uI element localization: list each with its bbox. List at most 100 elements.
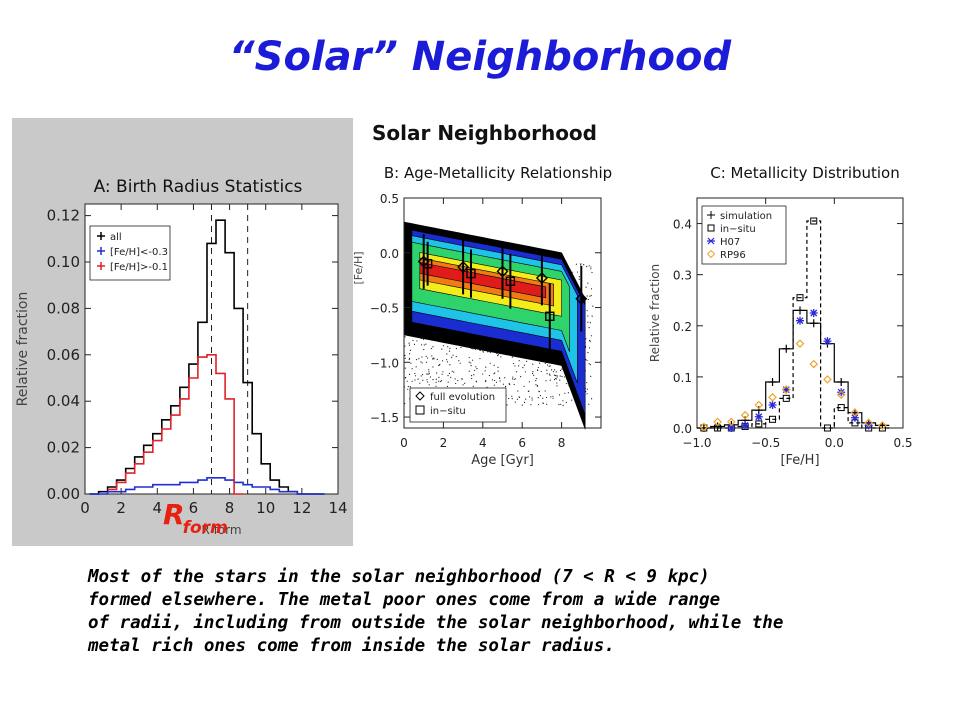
scatter-dot <box>500 356 502 358</box>
scatter-dot <box>430 347 432 350</box>
data-point-asterisk <box>850 413 859 422</box>
y-tick-label: 0.06 <box>47 346 80 364</box>
scatter-dot <box>556 374 558 377</box>
scatter-dot <box>587 321 589 323</box>
scatter-dot <box>426 379 428 381</box>
scatter-dot <box>549 374 551 376</box>
scatter-dot <box>518 396 520 398</box>
scatter-dot <box>526 360 528 362</box>
data-point-square <box>755 420 763 428</box>
scatter-dot <box>506 404 508 406</box>
data-point-square <box>422 259 433 269</box>
rform-main: R <box>163 498 185 531</box>
x-tick-label: 0 <box>80 499 90 517</box>
scatter-dot <box>535 380 537 382</box>
scatter-dot <box>432 357 434 359</box>
scatter-dot <box>468 370 470 372</box>
y-axis-label: Relative fraction <box>648 264 662 362</box>
panel-title: B: Age-Metallicity Relationship <box>384 164 612 182</box>
scatter-dot <box>587 352 589 354</box>
scatter-dot <box>458 360 460 362</box>
scatter-dot <box>428 373 430 375</box>
x-tick-label: 6 <box>518 436 526 450</box>
scatter-dot <box>554 377 557 380</box>
data-point-diamond <box>850 408 860 418</box>
series-step-line <box>697 220 890 429</box>
y-tick-label: −1.5 <box>370 411 399 425</box>
scatter-dot <box>508 382 510 385</box>
scatter-dot <box>404 354 406 357</box>
data-point-asterisk <box>741 421 750 430</box>
scatter-dot <box>537 366 539 369</box>
scatter-dot <box>588 339 591 342</box>
figure-title: Solar Neighborhood <box>372 121 597 145</box>
scatter-dot <box>476 368 478 370</box>
scatter-dot <box>415 358 418 361</box>
x-tick-label: 10 <box>256 499 275 517</box>
scatter-dot <box>485 379 487 382</box>
scatter-dot <box>588 326 590 329</box>
data-point-diamond <box>864 418 874 428</box>
scatter-dot <box>511 398 513 400</box>
legend-marker <box>97 232 105 240</box>
scatter-dot <box>545 396 548 399</box>
scatter-dot <box>435 385 437 387</box>
scatter-dot <box>586 295 588 297</box>
data-point-square <box>810 217 818 225</box>
y-tick-label: 0.5 <box>380 192 399 206</box>
data-point-square <box>466 268 476 279</box>
scatter-dot <box>517 390 519 392</box>
plot-frame <box>696 197 904 429</box>
scatter-dot <box>455 347 458 350</box>
scatter-dot <box>546 373 548 375</box>
scatter-dot <box>484 380 487 383</box>
scatter-dot <box>470 364 472 367</box>
scatter-dot <box>415 366 417 368</box>
data-point-square <box>823 424 831 432</box>
legend-label: [Fe/H]>-0.1 <box>110 262 168 273</box>
data-point-square <box>545 311 555 321</box>
scatter-dot <box>504 377 506 379</box>
scatter-dot <box>524 371 526 373</box>
scatter-dot <box>586 266 588 268</box>
scatter-dot <box>591 271 593 274</box>
scatter-dot <box>552 397 554 399</box>
scatter-dot <box>544 362 546 364</box>
data-point-asterisk <box>727 424 736 432</box>
scatter-dot <box>435 378 437 380</box>
scatter-dot <box>488 374 490 377</box>
legend-marker <box>97 247 105 255</box>
x-axis-label: [Fe/H] <box>780 453 819 468</box>
scatter-dot <box>408 342 410 344</box>
rform-annotation: Rform <box>163 498 230 538</box>
scatter-dot <box>482 373 484 375</box>
scatter-dot <box>432 346 434 348</box>
y-tick-label: 0.02 <box>47 439 80 457</box>
scatter-dot <box>491 379 494 381</box>
data-point-square <box>505 276 516 286</box>
scatter-dot <box>589 322 591 324</box>
scatter-dot <box>549 379 551 381</box>
scatter-dot <box>422 379 424 381</box>
x-tick-label: 12 <box>292 499 311 517</box>
scatter-dot <box>487 351 489 353</box>
scatter-dot <box>562 400 564 402</box>
scatter-dot <box>407 385 409 388</box>
scatter-dot <box>435 381 437 383</box>
scatter-dot <box>493 384 495 386</box>
x-tick-label: 0.0 <box>825 436 844 450</box>
scatter-dot <box>527 390 529 393</box>
scatter-dot <box>472 359 474 361</box>
y-tick-label: 0.4 <box>673 218 692 232</box>
scatter-dot <box>539 394 542 397</box>
caption-line: metal rich ones come from inside the sol… <box>88 636 615 656</box>
legend-box <box>409 387 507 423</box>
legend-label: simulation <box>720 211 772 222</box>
data-point-square <box>878 424 886 432</box>
scatter-dot <box>518 360 520 362</box>
scatter-dot <box>441 360 444 362</box>
scatter-dot <box>546 364 549 366</box>
data-point-asterisk <box>837 388 846 397</box>
scatter-dot <box>441 373 443 375</box>
scatter-dot <box>536 384 539 387</box>
